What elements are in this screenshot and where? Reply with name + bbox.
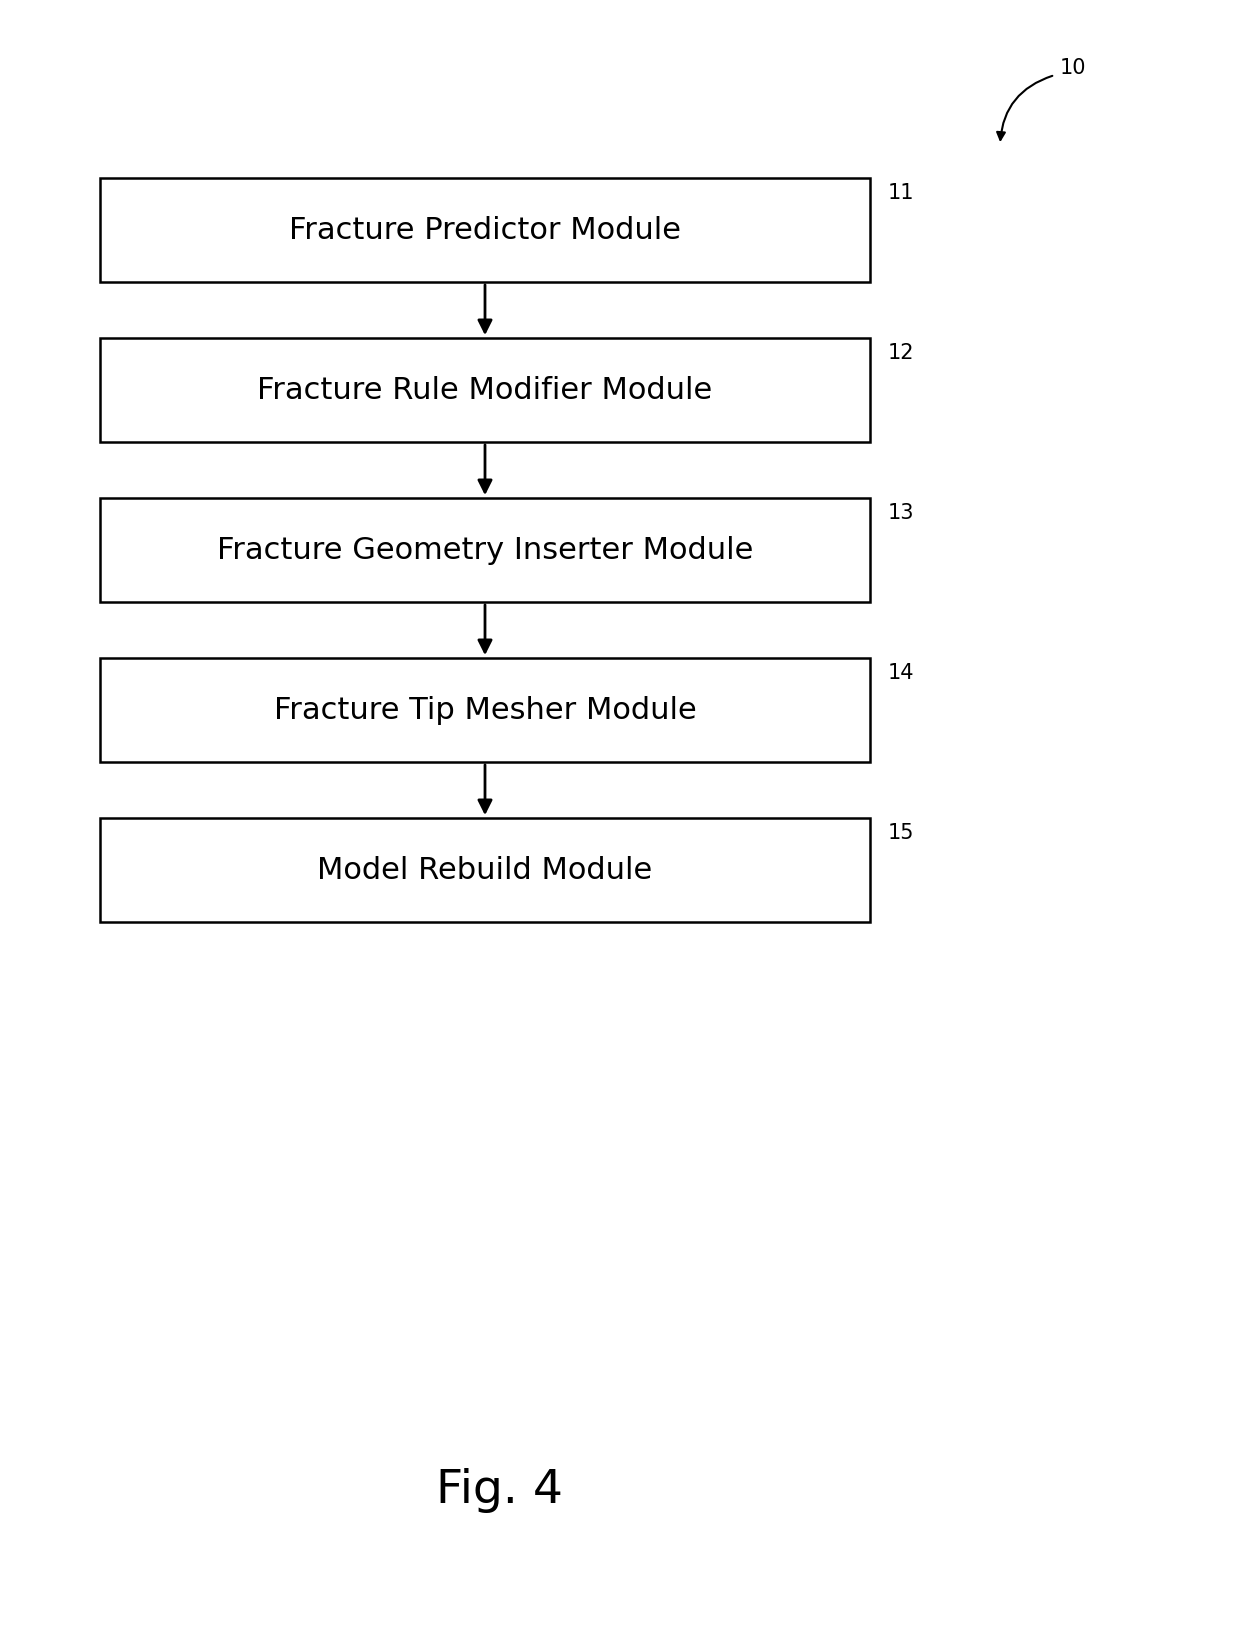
FancyBboxPatch shape bbox=[100, 177, 870, 282]
Text: Model Rebuild Module: Model Rebuild Module bbox=[317, 855, 652, 885]
Text: 12: 12 bbox=[888, 343, 915, 363]
FancyBboxPatch shape bbox=[100, 818, 870, 923]
FancyBboxPatch shape bbox=[100, 498, 870, 603]
Text: 14: 14 bbox=[888, 663, 915, 683]
FancyBboxPatch shape bbox=[100, 338, 870, 442]
Text: Fracture Geometry Inserter Module: Fracture Geometry Inserter Module bbox=[217, 535, 753, 565]
Text: 15: 15 bbox=[888, 823, 915, 842]
Text: 10: 10 bbox=[1060, 57, 1086, 79]
Text: 13: 13 bbox=[888, 502, 915, 524]
FancyBboxPatch shape bbox=[100, 658, 870, 762]
Text: 11: 11 bbox=[888, 182, 915, 204]
Text: Fracture Tip Mesher Module: Fracture Tip Mesher Module bbox=[274, 696, 697, 724]
Text: Fig. 4: Fig. 4 bbox=[436, 1468, 563, 1512]
Text: Fracture Rule Modifier Module: Fracture Rule Modifier Module bbox=[258, 376, 713, 404]
Text: Fracture Predictor Module: Fracture Predictor Module bbox=[289, 215, 681, 245]
